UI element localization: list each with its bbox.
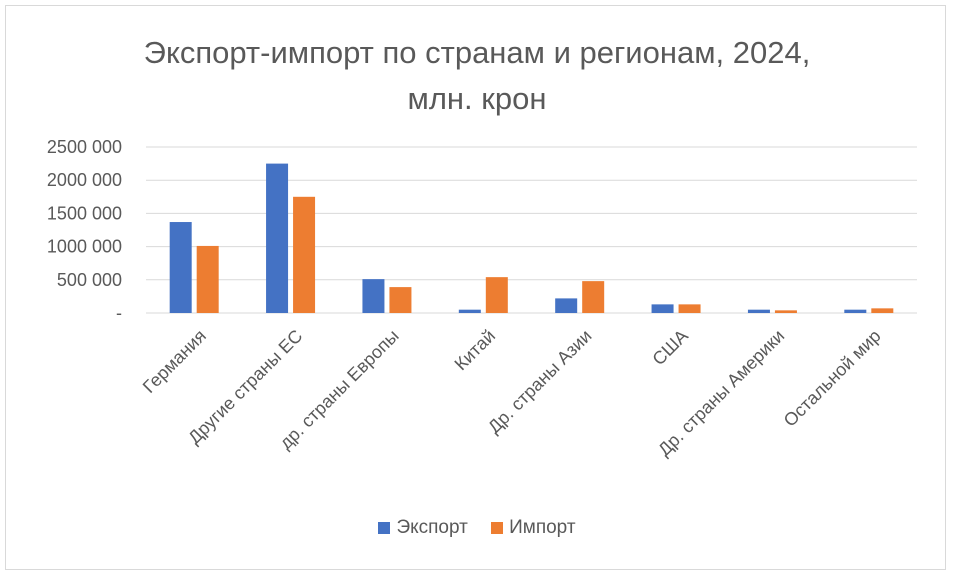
- bar-export: [458, 309, 481, 313]
- bar-export: [169, 222, 192, 313]
- legend-swatch-import: [491, 522, 504, 534]
- bar-import: [871, 308, 894, 313]
- y-tick-label: 2000 000: [47, 170, 122, 190]
- legend: Экспорт Импорт: [0, 517, 954, 540]
- legend-label-export: Экспорт: [396, 517, 468, 538]
- bar-import: [582, 281, 605, 313]
- legend-item-export: Экспорт: [378, 517, 468, 539]
- x-tick-label: Китай: [451, 326, 500, 375]
- bar-import: [293, 196, 316, 313]
- chart-frame: [5, 5, 946, 570]
- bar-export: [362, 279, 385, 313]
- chart-title: Экспорт-импорт по странам и регионам, 20…: [0, 30, 954, 122]
- x-tick-label: Остальной мир: [780, 326, 885, 431]
- y-tick-label: 2500 000: [47, 137, 122, 157]
- y-tick-label: 500 000: [57, 270, 122, 290]
- bar-export: [651, 304, 674, 313]
- legend-swatch-export: [378, 522, 391, 534]
- x-tick-label: США: [648, 326, 691, 369]
- bar-import: [485, 277, 508, 313]
- legend-label-import: Импорт: [509, 517, 576, 538]
- bar-import: [678, 304, 701, 313]
- bar-export: [747, 309, 770, 313]
- chart-title-line-2: млн. крон: [407, 81, 547, 116]
- bar-import: [196, 245, 219, 313]
- bar-export: [844, 309, 867, 313]
- x-tick-label: Германия: [139, 326, 210, 397]
- chart-title-line-1: Экспорт-импорт по странам и регионам, 20…: [143, 35, 811, 70]
- bar-import: [774, 310, 797, 313]
- y-tick-label: 1500 000: [47, 203, 122, 223]
- x-tick-label: Др. страны Азии: [484, 326, 596, 438]
- y-tick-label: 1000 000: [47, 237, 122, 257]
- legend-item-import: Импорт: [491, 517, 576, 539]
- bar-export: [555, 298, 578, 313]
- y-tick-label: -: [116, 303, 122, 323]
- bar-import: [389, 287, 412, 313]
- bar-export: [266, 163, 289, 313]
